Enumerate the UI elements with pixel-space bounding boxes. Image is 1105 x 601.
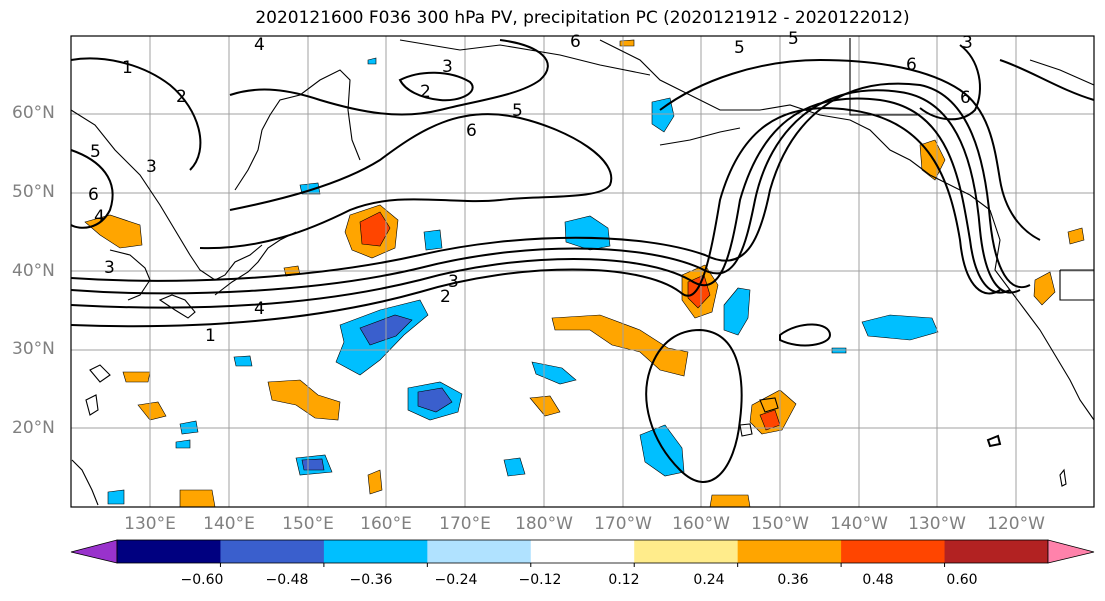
lon-label: 160°W xyxy=(672,514,730,534)
colorbar-swatch xyxy=(530,540,635,563)
contour-label: 3 xyxy=(442,57,453,77)
colorbar-tick-label: 0.24 xyxy=(693,572,725,588)
lon-label: 170°E xyxy=(439,514,491,534)
lon-label: 130°W xyxy=(908,514,966,534)
colorbar-tick-label: 0.48 xyxy=(862,572,894,588)
colorbar-tick-label: −0.12 xyxy=(518,572,562,588)
lat-label: 40°N xyxy=(12,261,55,281)
contour-label: 6 xyxy=(570,32,581,52)
colorbar-swatch xyxy=(944,540,1049,563)
precip-negative-region xyxy=(531,361,577,385)
coastlines xyxy=(70,38,1095,506)
contour-label: 3 xyxy=(146,157,157,177)
precip-negative-region xyxy=(423,229,443,251)
precip-positive-region xyxy=(367,469,383,495)
precip-positive-region xyxy=(619,39,635,47)
lon-label: 150°W xyxy=(751,514,809,534)
precip-negative-region xyxy=(175,439,191,449)
lat-label: 50°N xyxy=(12,182,55,202)
lon-label: 170°W xyxy=(594,514,652,534)
contour-label: 4 xyxy=(254,299,265,319)
precip-positive-region xyxy=(359,211,391,247)
colorbar-extend-low xyxy=(70,539,118,564)
contour-label: 3 xyxy=(104,258,115,278)
precip-positive-region xyxy=(709,494,751,508)
precip-positive-region xyxy=(1033,271,1056,306)
precip-negative-region xyxy=(417,387,453,413)
colorbar-swatches xyxy=(116,539,1049,564)
colorbar-extend-high xyxy=(1047,539,1095,564)
precip-positive-region xyxy=(529,395,561,417)
colorbar-swatch xyxy=(323,540,428,563)
contour-label: 1 xyxy=(205,326,216,346)
lon-label: 150°E xyxy=(282,514,334,534)
precip-negative-region xyxy=(861,314,939,341)
colorbar-tick-label: −0.60 xyxy=(180,572,224,588)
colorbar-swatch xyxy=(841,540,946,563)
colorbar-tick-label: −0.48 xyxy=(265,572,309,588)
map-title: 2020121600 F036 300 hPa PV, precipitatio… xyxy=(255,8,910,28)
map-plot-area: 1 2 3 4 5 6 1 2 3 4 5 6 3 4 2 3 6 5 5 3 … xyxy=(70,29,1095,508)
precip-negative-region xyxy=(651,97,675,133)
colorbar-swatch xyxy=(117,540,221,563)
colorbar-tick-label: 0.36 xyxy=(777,572,809,588)
contour-label: 5 xyxy=(512,101,523,121)
contour-label: 3 xyxy=(962,33,973,53)
precip-negative-region xyxy=(503,457,526,477)
lon-label: 140°E xyxy=(203,514,255,534)
precip-positive-region xyxy=(267,379,341,421)
lat-label: 60°N xyxy=(12,103,55,123)
colorbar-ticks xyxy=(219,563,946,567)
pv-contours xyxy=(70,39,1095,483)
colorbar-tick-label: −0.24 xyxy=(434,572,478,588)
precip-negative-region xyxy=(564,215,611,251)
lon-label: 140°W xyxy=(830,514,888,534)
colorbar xyxy=(70,539,1095,567)
contour-label: 6 xyxy=(466,121,477,141)
precip-negative-region xyxy=(367,57,377,65)
precip-positive-region xyxy=(137,401,167,421)
colorbar-swatch xyxy=(737,540,842,563)
contour-label: 3 xyxy=(448,272,459,292)
precip-negative-region xyxy=(723,287,751,336)
contour-label: 6 xyxy=(88,185,99,205)
contour-label: 4 xyxy=(94,207,105,227)
contour-label: 2 xyxy=(176,87,187,107)
lon-label: 120°W xyxy=(987,514,1045,534)
lat-label: 30°N xyxy=(12,339,55,359)
precip-positive-region xyxy=(179,489,216,508)
precip-positive-region xyxy=(122,371,151,383)
precip-negative-region xyxy=(233,355,253,367)
contour-label: 5 xyxy=(788,29,799,49)
contour-label: 1 xyxy=(122,58,133,78)
colorbar-tick-label: 0.60 xyxy=(946,572,978,588)
contour-label: 2 xyxy=(420,82,431,102)
contour-label: 5 xyxy=(90,142,101,162)
lon-label: 160°E xyxy=(360,514,412,534)
contour-label: 5 xyxy=(734,38,745,58)
colorbar-swatch xyxy=(634,540,739,563)
map-frame xyxy=(70,35,1095,508)
colorbar-swatch xyxy=(427,540,532,563)
precip-negative-region xyxy=(301,458,325,471)
contour-label: 2 xyxy=(440,287,451,307)
precip-positive-region xyxy=(1067,227,1085,245)
colorbar-tick-label: 0.12 xyxy=(608,572,640,588)
contour-label-group: 1 2 3 4 5 6 1 2 3 4 5 6 3 4 2 3 6 5 5 3 … xyxy=(88,29,973,346)
lon-label: 130°E xyxy=(124,514,176,534)
contour-label: 4 xyxy=(254,35,265,55)
gridlines xyxy=(71,36,1094,507)
lon-label: 180°W xyxy=(515,514,573,534)
contour-label: 6 xyxy=(906,55,917,75)
colorbar-swatch xyxy=(220,540,325,563)
lat-label: 20°N xyxy=(12,418,55,438)
precip-negative-region xyxy=(107,489,125,505)
contour-label: 6 xyxy=(960,88,971,108)
colorbar-tick-label: −0.36 xyxy=(349,572,393,588)
